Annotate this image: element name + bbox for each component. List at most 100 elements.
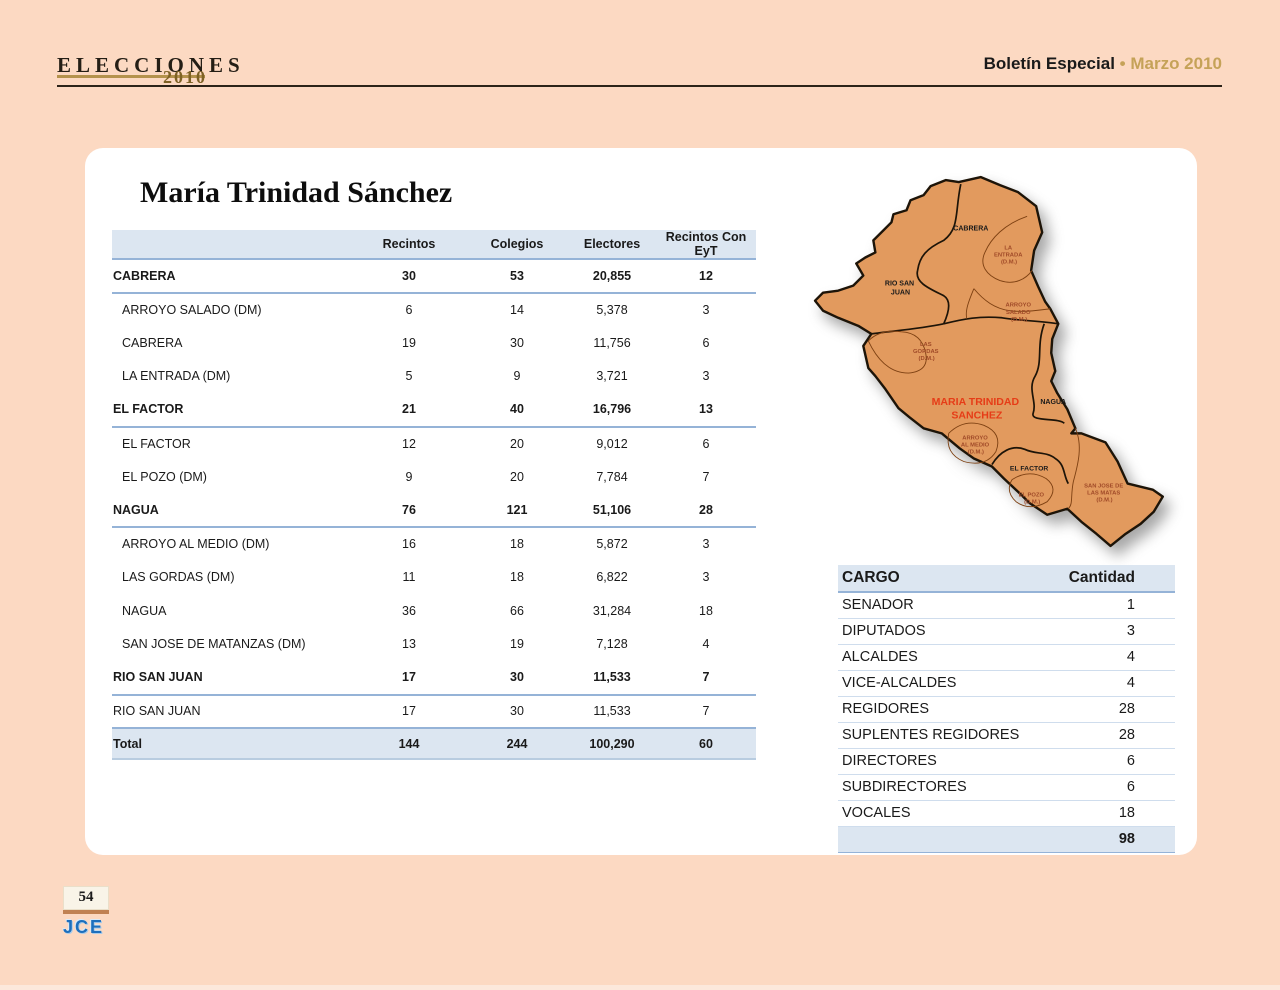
row-value-electores: 100,290 — [568, 728, 656, 760]
row-value-colegios: 18 — [510, 537, 524, 552]
row-value-recintos: 5 — [405, 369, 413, 384]
table-row: RIO SAN JUAN 17 30 11,533 7 — [112, 661, 756, 696]
table-row: LAS GORDAS (DM) 11 18 6,822 3 — [112, 561, 756, 595]
row-value-eyt: 6 — [702, 436, 710, 451]
cargo-label: DIPUTADOS — [838, 618, 1048, 645]
row-value-recintos: 21 — [352, 393, 466, 428]
cargo-total-value: 98 — [1048, 826, 1175, 853]
map-label-san-jose: SAN JOSE DE LAS MATAS (D.M.) — [1084, 484, 1125, 504]
row-label: ARROYO SALADO (DM) — [122, 302, 262, 317]
table-row: Total 144 244 100,290 60 — [112, 728, 756, 760]
row-value-eyt: 13 — [656, 393, 756, 428]
table-header-row: Recintos Colegios Electores Recintos Con… — [112, 230, 756, 260]
row-value-electores: 7,784 — [596, 469, 628, 484]
map-label-province: MARIA TRINIDAD SANCHEZ — [932, 396, 1022, 421]
row-value-electores: 20,855 — [568, 259, 656, 294]
table-row: RIO SAN JUAN 17 30 11,533 7 — [112, 694, 756, 729]
cargo-value: 4 — [1048, 670, 1175, 697]
cargo-value: 4 — [1048, 644, 1175, 671]
row-label: Total — [112, 728, 352, 760]
district-borders — [867, 215, 1080, 510]
table-row: LA ENTRADA (DM) 5 9 3,721 3 — [112, 360, 756, 394]
row-value-electores: 16,796 — [568, 393, 656, 428]
row-value-recintos: 19 — [402, 335, 416, 350]
row-value-eyt: 60 — [656, 728, 756, 760]
cargo-label: REGIDORES — [838, 696, 1048, 723]
row-value-electores: 31,284 — [592, 603, 632, 618]
row-value-eyt: 3 — [702, 570, 710, 585]
row-label: EL FACTOR — [112, 393, 352, 428]
logo-elecciones-text: ELECCIONES — [57, 53, 245, 77]
row-value-colegios: 18 — [510, 570, 524, 585]
row-value-colegios: 53 — [466, 259, 568, 294]
row-value-recintos: 9 — [405, 469, 413, 484]
row-label: EL POZO (DM) — [122, 469, 207, 484]
cargo-value: 1 — [1048, 592, 1175, 619]
row-label: EL FACTOR — [122, 436, 191, 451]
cargo-value: 28 — [1048, 722, 1175, 749]
col-header-recintos-con-eyt: Recintos Con EyT — [656, 230, 756, 260]
row-value-electores: 11,756 — [593, 335, 631, 350]
row-value-colegios: 30 — [466, 661, 568, 696]
row-value-colegios: 20 — [510, 436, 524, 451]
cargo-header-row: CARGO Cantidad — [838, 565, 1175, 593]
cargo-value: 3 — [1048, 618, 1175, 645]
row-value-electores: 3,721 — [596, 369, 628, 384]
row-value-eyt: 18 — [699, 603, 713, 618]
row-value-electores: 9,012 — [596, 436, 628, 451]
row-value-colegios: 121 — [466, 493, 568, 528]
map-label-las-gordas: LAS GORDAS (D.M.) — [913, 342, 940, 362]
row-value-eyt: 3 — [702, 302, 710, 317]
table-row: SAN JOSE DE MATANZAS (DM) 13 19 7,128 4 — [112, 628, 756, 662]
row-value-recintos: 144 — [352, 728, 466, 760]
row-value-electores: 11,533 — [568, 661, 656, 696]
col-header-name — [112, 230, 352, 260]
cargo-row: ALCALDES 4 — [838, 644, 1175, 671]
cargo-label: VOCALES — [838, 800, 1048, 827]
cargo-table: CARGO Cantidad SENADOR 1 DIPUTADOS 3 ALCALDE… — [838, 565, 1175, 853]
logo-year-text: 2010 — [163, 67, 207, 87]
row-value-recintos: 6 — [405, 302, 413, 317]
row-value-electores: 6,822 — [596, 570, 628, 585]
row-value-recintos: 76 — [352, 493, 466, 528]
row-label: ARROYO AL MEDIO (DM) — [122, 537, 270, 552]
map-landmass: CABRERA RIO SAN JUAN LA ENTRADA (D.M.) A… — [813, 175, 1164, 548]
municipal-borders — [871, 183, 1070, 485]
row-value-eyt: 7 — [702, 469, 710, 484]
row-value-colegios: 9 — [513, 369, 521, 384]
page-footer-badge: 54 JCE — [63, 886, 111, 938]
table-row: ARROYO AL MEDIO (DM) 16 18 5,872 3 — [112, 527, 756, 561]
row-label: CABRERA — [112, 259, 352, 294]
marzo-2010-label: • Marzo 2010 — [1119, 54, 1222, 73]
row-value-colegios: 244 — [466, 728, 568, 760]
row-value-eyt: 7 — [656, 661, 756, 696]
row-value-recintos: 16 — [402, 537, 416, 552]
cargo-label: DIRECTORES — [838, 748, 1048, 775]
cargo-value: 18 — [1048, 800, 1175, 827]
row-value-electores: 5,872 — [596, 537, 628, 552]
table-row: ARROYO SALADO (DM) 6 14 5,378 3 — [112, 293, 756, 327]
cargo-label: ALCALDES — [838, 644, 1048, 671]
row-value-eyt: 4 — [702, 637, 710, 652]
cargo-row: DIRECTORES 6 — [838, 748, 1175, 775]
row-value-eyt: 28 — [656, 493, 756, 528]
map-label-arroyo-salado: ARROYO SALADO (D.M.) — [1006, 303, 1033, 323]
province-outline — [813, 175, 1164, 548]
row-value-eyt: 7 — [656, 694, 756, 729]
row-label: LAS GORDAS (DM) — [122, 570, 235, 585]
row-value-recintos: 12 — [402, 436, 416, 451]
row-value-colegios: 30 — [510, 335, 524, 350]
cargo-row: SENADOR 1 — [838, 592, 1175, 619]
row-value-electores: 51,106 — [568, 493, 656, 528]
cargo-total-row: 98 — [838, 826, 1175, 853]
cargo-row: SUBDIRECTORES 6 — [838, 774, 1175, 801]
col-header-cantidad: Cantidad — [1048, 565, 1175, 593]
row-value-electores: 5,378 — [596, 302, 628, 317]
map-label-rio-san-juan: RIO SAN JUAN — [885, 281, 916, 297]
row-value-recintos: 17 — [352, 661, 466, 696]
jce-logo: JCE — [63, 917, 105, 937]
table-row: CABRERA 19 30 11,756 6 — [112, 326, 756, 360]
table-row: NAGUA 76 121 51,106 28 — [112, 493, 756, 528]
cargo-label: VICE-ALCALDES — [838, 670, 1048, 697]
